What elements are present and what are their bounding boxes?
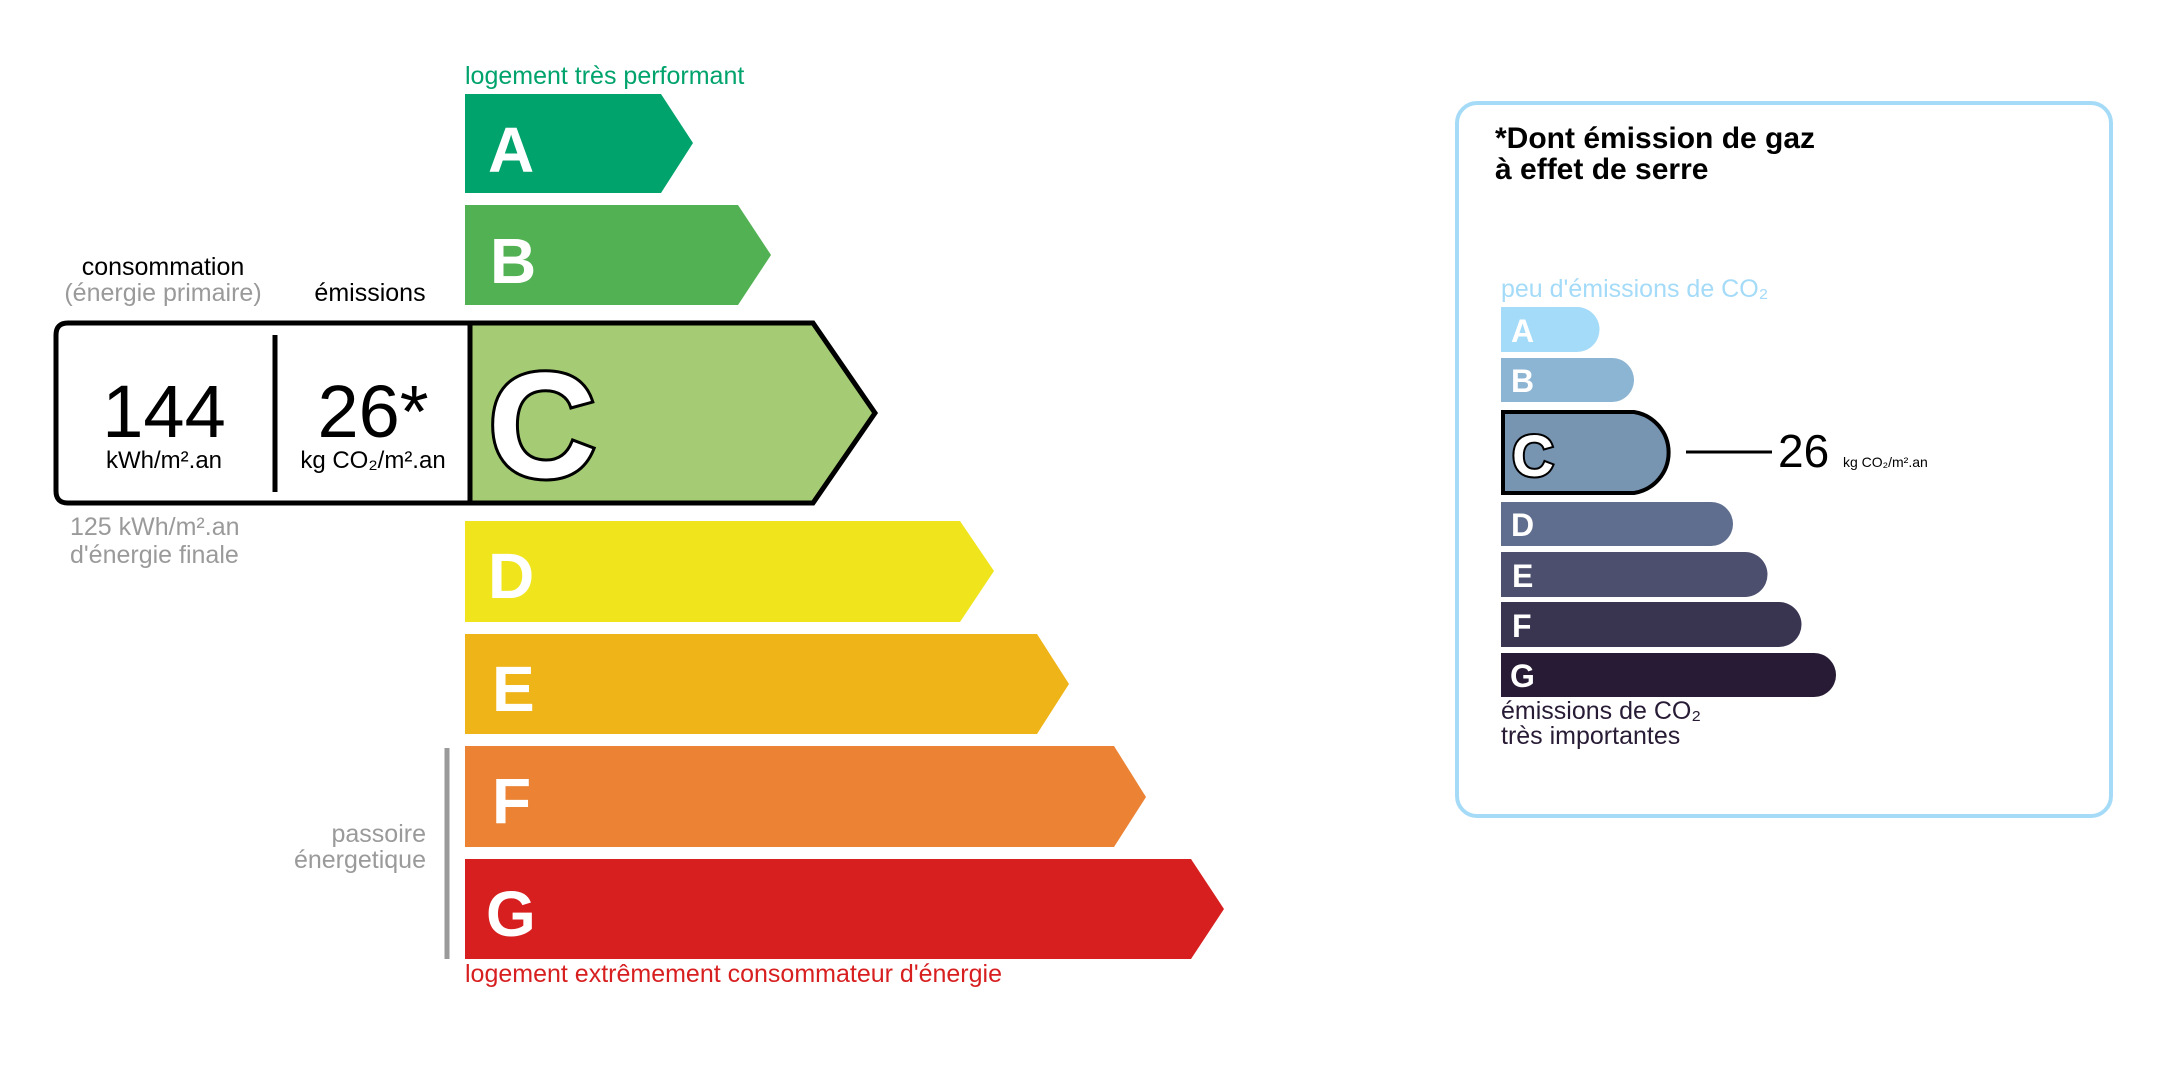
bottom-label-inefficient: logement extrêmement consommateur d'éner… <box>465 960 1002 988</box>
ghg-bar-e <box>1501 552 1768 597</box>
consumption-value: 144 <box>102 370 226 453</box>
consumption-unit: kWh/m².an <box>105 447 223 474</box>
ghg-bar-a <box>1501 307 1600 352</box>
ghg-value: 26 <box>1778 425 1830 477</box>
emissions-unit: kg CO₂/m².an <box>300 447 446 474</box>
emissions-value: 26* <box>317 370 429 453</box>
ghg-letter-b: B <box>1511 363 1534 399</box>
consumption-title: consommation <box>81 253 245 281</box>
ghg-bottom-label-line1: émissions de CO₂ <box>1501 697 1702 725</box>
energy-bar-g <box>465 859 1224 959</box>
ghg-bar-f <box>1501 602 1802 647</box>
energy-bar-d <box>465 521 994 622</box>
ghg-bottom-label: émissions de CO₂ très importantes <box>1501 699 1701 749</box>
ghg-bar-b <box>1501 358 1634 402</box>
passoire-label-1: passoire <box>331 820 427 848</box>
ghg-bar-g <box>1501 653 1836 697</box>
consumption-subtitle: (énergie primaire) <box>64 279 262 307</box>
energy-letter-c: C <box>488 341 596 509</box>
energy-bar-f <box>465 746 1146 847</box>
ghg-letter-e: E <box>1512 558 1533 594</box>
energy-letter-f: F <box>492 765 531 837</box>
ghg-title: *Dont émission de gaz à effet de serre <box>1495 123 1815 185</box>
ghg-letter-f: F <box>1512 608 1532 644</box>
ghg-letter-a: A <box>1511 313 1534 349</box>
energy-letter-b: B <box>490 225 536 297</box>
ghg-letter-g: G <box>1510 658 1535 694</box>
energy-letter-d: D <box>488 540 534 612</box>
ghg-letter-c: C <box>1512 424 1554 489</box>
top-label-efficient: logement très performant <box>465 62 745 90</box>
ghg-letter-d: D <box>1511 507 1534 543</box>
energy-bar-e <box>465 634 1069 734</box>
ghg-bar-d <box>1501 502 1733 546</box>
ghg-bottom-label-line2: très importantes <box>1501 722 1681 750</box>
final-energy-value: 125 kWh/m².an <box>70 513 240 541</box>
ghg-title-line1: *Dont émission de gaz <box>1495 122 1816 155</box>
ghg-top-label: peu d'émissions de CO₂ <box>1501 275 1769 303</box>
energy-letter-a: A <box>488 114 534 186</box>
energy-current-box <box>53 320 473 506</box>
emissions-title: émissions <box>314 279 426 307</box>
final-energy-label: d'énergie finale <box>70 541 239 569</box>
ghg-title-line2: à effet de serre <box>1495 153 1709 186</box>
passoire-label-2: énergetique <box>293 846 426 874</box>
energy-bar-c <box>467 320 879 506</box>
ghg-panel <box>1455 101 2113 818</box>
ghg-bar-c <box>1501 410 1671 495</box>
energy-letter-e: E <box>492 653 535 725</box>
energy-bar-a <box>465 94 693 193</box>
energy-letter-g: G <box>486 878 536 950</box>
energy-bar-b <box>465 205 771 305</box>
ghg-unit: kg CO₂/m².an <box>1843 454 1928 470</box>
